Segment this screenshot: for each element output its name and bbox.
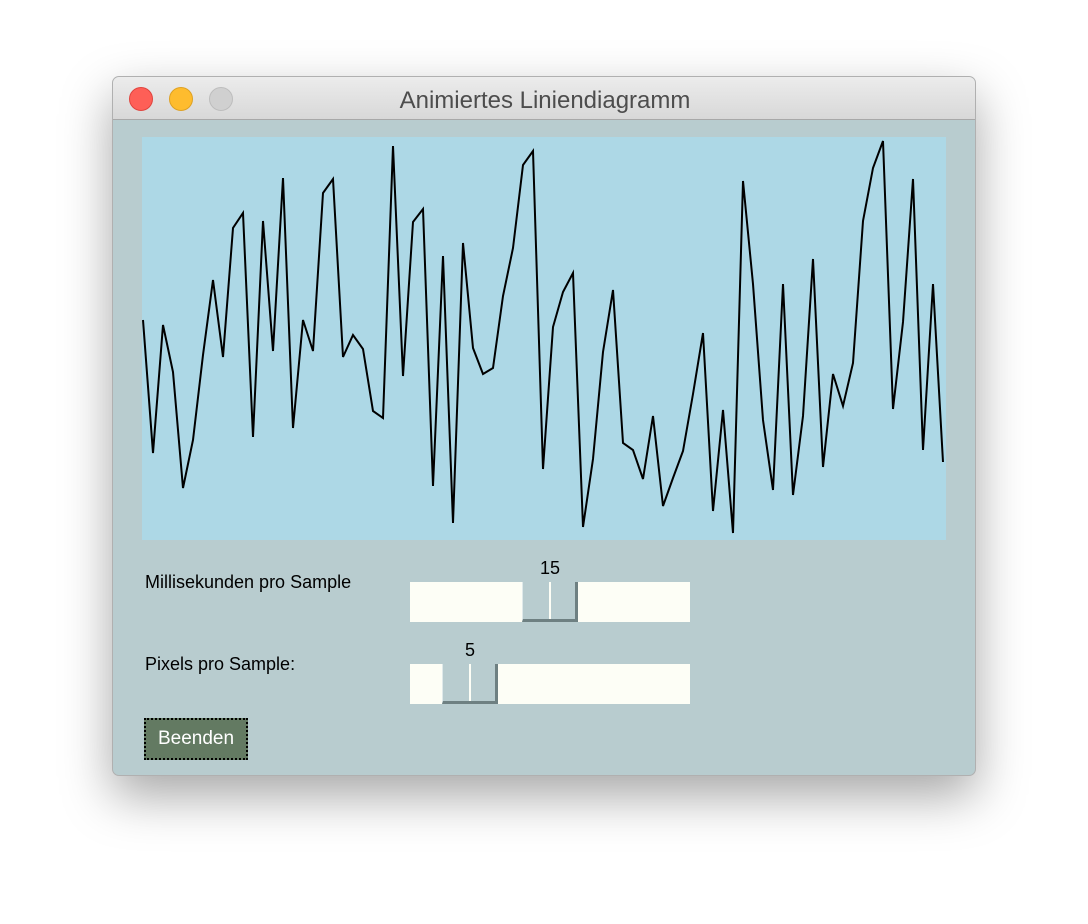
slider-trough[interactable] [410, 664, 690, 704]
slider-value: 15 [539, 558, 561, 578]
zoom-button[interactable] [209, 87, 233, 111]
slider-thumb[interactable] [522, 582, 578, 622]
slider-label: Millisekunden pro Sample [145, 572, 352, 592]
slider-value: 5 [464, 640, 475, 660]
slider-label: Pixels pro Sample: [145, 654, 296, 674]
window-title: Animiertes Liniendiagramm [399, 87, 691, 114]
line-canvas [142, 137, 946, 540]
slider-thumb[interactable] [442, 664, 498, 704]
minimize-button[interactable] [169, 87, 193, 111]
quit-button[interactable]: Beenden [144, 718, 248, 760]
title-bar: Animiertes Liniendiagramm [113, 77, 975, 120]
close-button[interactable] [129, 87, 153, 111]
signal-line [142, 140, 944, 534]
slider-trough[interactable] [410, 582, 690, 622]
